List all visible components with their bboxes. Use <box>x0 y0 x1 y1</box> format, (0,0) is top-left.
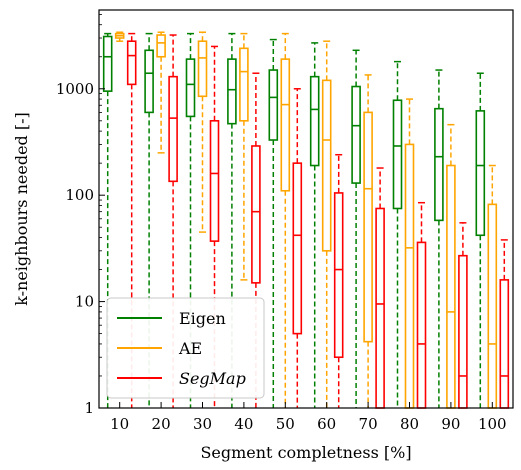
box-iqr <box>446 164 456 409</box>
box-eigen-90 <box>434 69 444 408</box>
box-eigen-100 <box>475 72 486 408</box>
box-eigen-80 <box>392 60 403 408</box>
x-tick-label: 60 <box>317 415 336 433</box>
box-iqr <box>185 58 196 118</box>
box-iqr <box>499 279 510 409</box>
plot-frame <box>98 9 514 409</box>
box-segmap-60 <box>333 153 344 408</box>
box-iqr <box>168 75 178 183</box>
box-iqr <box>239 47 249 122</box>
box-eigen-60 <box>309 42 320 408</box>
x-tick-label: 30 <box>193 415 212 433</box>
box-iqr <box>333 192 344 359</box>
box-iqr <box>156 34 166 58</box>
box-iqr <box>321 79 332 252</box>
y-tick-label: 100 <box>65 186 94 204</box>
box-ae-50 <box>280 32 291 408</box>
box-iqr <box>375 207 385 409</box>
box-ae-20 <box>156 31 166 154</box>
x-tick-label: 10 <box>110 415 129 433</box>
box-iqr <box>227 58 237 125</box>
y-tick-label: 10 <box>75 293 94 311</box>
box-segmap-100 <box>499 239 510 409</box>
box-ae-100 <box>487 164 498 409</box>
box-eigen-70 <box>351 49 361 408</box>
x-tick-label: 80 <box>400 415 419 433</box>
box-iqr <box>404 143 415 409</box>
box-iqr <box>268 69 279 141</box>
box-iqr <box>416 241 427 409</box>
x-tick-label: 40 <box>234 415 253 433</box>
x-tick-label: 50 <box>276 415 295 433</box>
x-tick-label: 90 <box>441 415 460 433</box>
box-iqr <box>144 49 154 114</box>
box-iqr <box>434 107 444 222</box>
legend-label-eigen: Eigen <box>179 309 226 328</box>
x-tick-label: 20 <box>152 415 171 433</box>
box-ae-10 <box>114 31 125 42</box>
axes: 1 10 100 1000 10 20 30 40 50 60 70 80 90 100 <box>56 14 507 433</box>
box-iqr <box>351 85 361 184</box>
box-ae-80 <box>404 98 415 409</box>
box-eigen-50 <box>268 38 279 408</box>
box-ae-60 <box>321 40 332 408</box>
box-iqr <box>251 145 261 284</box>
box-ae-90 <box>446 123 456 409</box>
box-iqr <box>197 40 208 98</box>
legend-label-segmap: SegMap <box>179 369 246 388</box>
box-iqr <box>292 162 303 335</box>
box-eigen-20 <box>144 32 154 408</box>
box-iqr <box>126 40 137 86</box>
box-iqr <box>475 110 486 237</box>
box-segmap-70 <box>375 167 385 409</box>
box-ae-30 <box>197 31 208 233</box>
box-segmap-80 <box>416 201 427 409</box>
box-segmap-90 <box>458 222 468 409</box>
box-iqr <box>280 58 291 192</box>
y-axis-label: k-neighbours needed [-] <box>12 112 31 306</box>
x-tick-label: 100 <box>478 415 507 433</box>
box-iqr <box>487 203 498 409</box>
box-segmap-50 <box>292 88 303 408</box>
legend: Eigen AE SegMap <box>106 297 265 399</box>
x-axis-label: Segment completness [%] <box>200 443 411 462</box>
box-iqr <box>363 111 373 343</box>
legend-frame <box>106 297 265 399</box>
box-iqr <box>392 99 403 210</box>
box-iqr <box>309 75 320 167</box>
box-iqr <box>458 254 468 409</box>
box-segmap-10 <box>126 32 137 408</box>
y-tick-label: 1000 <box>56 80 94 98</box>
box-ae-70 <box>363 74 373 408</box>
x-tick-label: 70 <box>359 415 378 433</box>
legend-label-ae: AE <box>178 339 202 358</box>
box-iqr <box>102 35 113 92</box>
y-tick-label: 1 <box>84 399 94 417</box>
box-ae-40 <box>239 32 249 281</box>
box-iqr <box>209 120 220 242</box>
